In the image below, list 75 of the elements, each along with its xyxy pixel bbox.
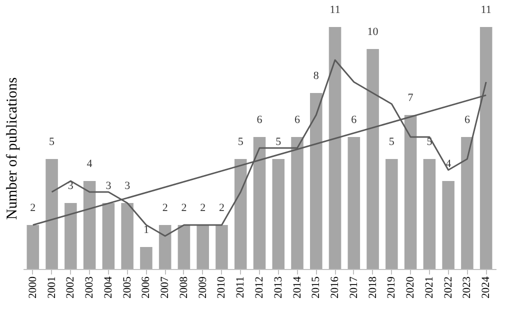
data-label: 3	[106, 180, 112, 192]
bar	[196, 225, 209, 269]
bar	[272, 159, 285, 269]
bar	[461, 137, 474, 269]
bar	[442, 181, 454, 269]
data-label: 2	[162, 202, 168, 214]
x-tick-label: 2008	[178, 276, 190, 298]
x-tick-label: 2003	[84, 276, 96, 298]
data-label: 5	[388, 136, 395, 148]
data-label: 2	[218, 202, 224, 214]
data-label: 6	[351, 114, 358, 126]
x-tick-label: 2002	[64, 276, 77, 298]
data-label: 10	[367, 26, 379, 38]
x-tick-label: 2015	[310, 276, 322, 298]
x-tick-label: 2012	[254, 276, 266, 298]
x-tick-label: 2023	[461, 276, 474, 298]
x-tick-label: 2004	[102, 276, 114, 298]
data-label: 2	[200, 202, 206, 214]
bar	[158, 225, 172, 269]
bar	[366, 49, 379, 269]
bar	[121, 203, 134, 269]
bar	[216, 225, 228, 269]
bar	[140, 247, 152, 269]
x-tick-label: 2007	[159, 276, 172, 298]
x-tick-label: 2022	[442, 276, 454, 298]
bar	[253, 137, 266, 269]
x-tick-label: 2019	[386, 276, 398, 298]
bar	[386, 159, 398, 269]
data-label: 2	[181, 202, 187, 214]
data-label: 5	[49, 136, 56, 148]
x-tick-label: 2016	[329, 276, 342, 298]
x-tick-label: 2024	[480, 276, 492, 298]
x-tick-label: 2009	[196, 276, 209, 298]
x-tick-label: 2011	[234, 276, 247, 298]
bar	[234, 159, 247, 269]
data-label: 7	[408, 92, 414, 104]
data-label: 6	[294, 114, 301, 126]
x-tick-label: 2006	[140, 276, 152, 298]
x-tick-label: 2018	[366, 276, 379, 298]
x-tick-label: 2010	[216, 276, 228, 298]
data-label: 2	[30, 202, 36, 214]
data-label: 11	[330, 4, 340, 16]
data-label: 6	[464, 114, 470, 126]
x-tick-label: 2014	[291, 276, 304, 298]
bar	[480, 27, 492, 269]
bar	[310, 93, 322, 269]
data-label: 1	[143, 224, 149, 236]
bar	[102, 203, 115, 269]
y-axis-title: Number of publications	[4, 77, 20, 220]
x-tick-label: 2001	[46, 276, 58, 298]
bar	[64, 203, 77, 269]
x-tick-label: 2005	[121, 276, 134, 298]
bar	[178, 225, 190, 269]
bar	[423, 159, 436, 269]
data-label: 5	[276, 136, 282, 148]
bar	[291, 137, 304, 269]
x-tick-label: 2021	[423, 276, 436, 298]
bar	[83, 181, 96, 269]
bar	[26, 225, 40, 269]
data-label: 11	[480, 4, 492, 16]
data-label: 3	[68, 180, 74, 192]
data-label: 4	[86, 158, 93, 170]
bar	[328, 27, 342, 269]
x-tick-label: 2000	[26, 276, 39, 298]
data-label: 3	[124, 180, 131, 192]
bar	[46, 159, 58, 269]
x-tick-label: 2013	[272, 276, 284, 298]
data-label: 8	[313, 70, 320, 82]
data-label: 6	[256, 114, 263, 126]
data-label: 5	[238, 136, 244, 148]
x-tick-label: 2020	[404, 276, 417, 298]
bar	[348, 137, 360, 269]
x-tick-label: 2017	[348, 276, 360, 298]
data-label: 4	[446, 158, 452, 170]
bar	[404, 115, 417, 269]
